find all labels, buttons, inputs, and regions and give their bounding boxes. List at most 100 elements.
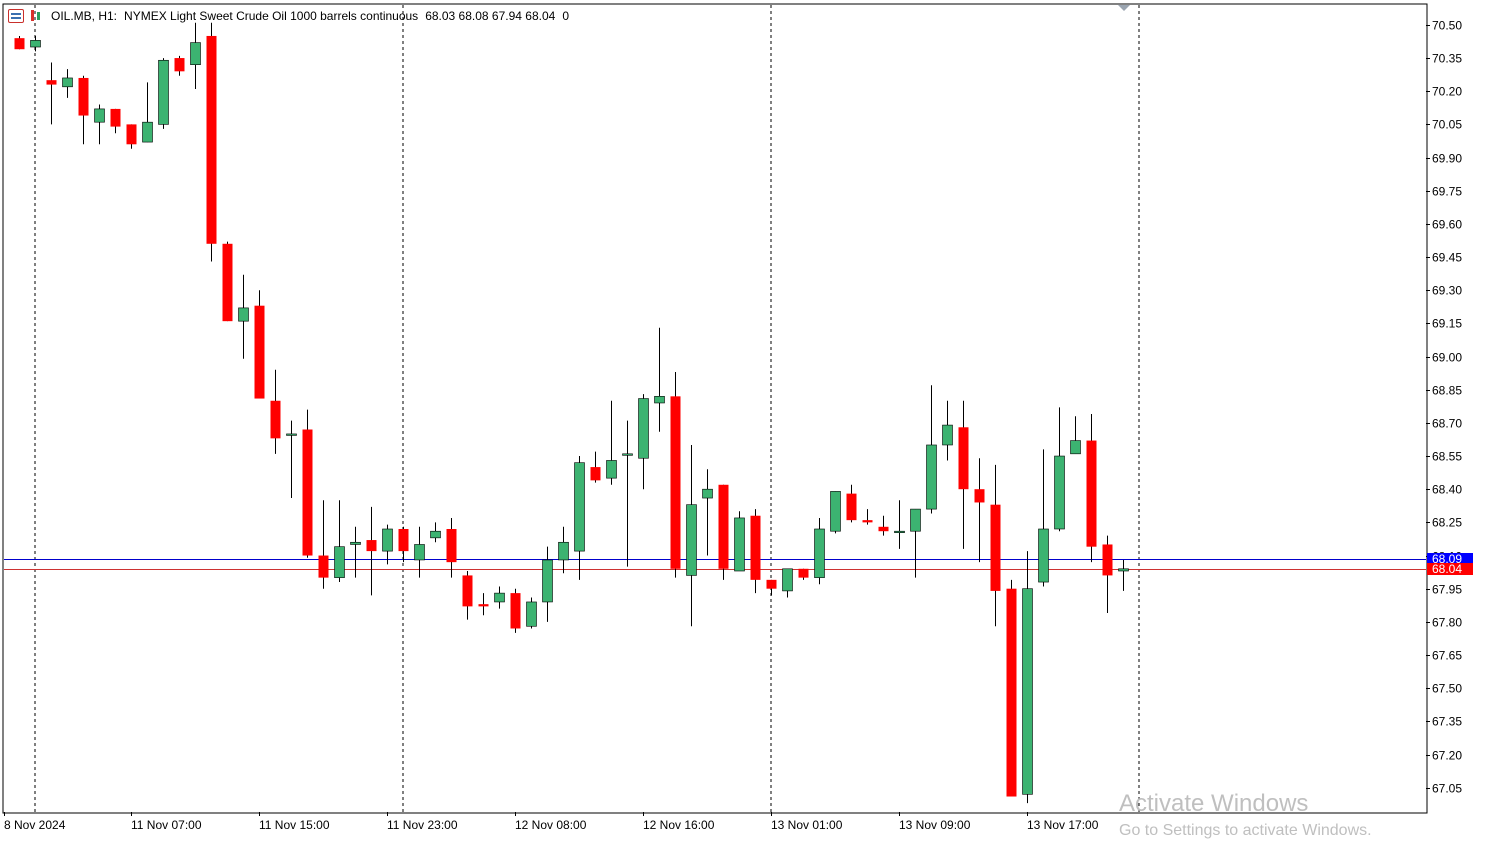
candle[interactable] xyxy=(542,546,553,622)
candle[interactable] xyxy=(974,458,985,563)
candle[interactable] xyxy=(846,484,857,523)
candle[interactable] xyxy=(1054,407,1065,532)
candle[interactable] xyxy=(478,593,489,616)
candle[interactable] xyxy=(1038,449,1049,587)
candle[interactable] xyxy=(734,511,745,572)
price-tag-label: 68.09 xyxy=(1432,552,1462,566)
ohlc-values: 68.03 68.08 67.94 68.04 xyxy=(425,9,556,23)
candle[interactable] xyxy=(558,526,569,574)
candle[interactable] xyxy=(606,400,617,485)
candle[interactable] xyxy=(670,372,681,578)
candle[interactable] xyxy=(622,420,633,567)
candle[interactable] xyxy=(718,484,729,580)
candle[interactable] xyxy=(414,526,425,578)
candle[interactable] xyxy=(1022,551,1033,804)
candle[interactable] xyxy=(158,58,169,129)
chart-window-icon[interactable] xyxy=(8,9,24,23)
candle[interactable] xyxy=(142,82,153,143)
candle[interactable] xyxy=(926,385,937,514)
candle[interactable] xyxy=(702,469,713,556)
candle-body xyxy=(1038,528,1049,583)
candle[interactable] xyxy=(286,420,297,499)
candle-body xyxy=(830,491,841,532)
candle[interactable] xyxy=(526,597,537,629)
candle[interactable] xyxy=(878,515,889,536)
candle-body xyxy=(766,579,777,589)
y-tick-label: 67.80 xyxy=(1432,616,1462,630)
candle[interactable] xyxy=(958,400,969,549)
candle[interactable] xyxy=(1070,416,1081,455)
candle[interactable] xyxy=(302,409,313,558)
candle[interactable] xyxy=(1086,414,1097,563)
candle[interactable] xyxy=(222,241,233,322)
candle[interactable] xyxy=(862,509,873,525)
candle[interactable] xyxy=(942,400,953,461)
candle-body xyxy=(510,593,521,629)
candle[interactable] xyxy=(382,524,393,565)
y-tick-label: 68.40 xyxy=(1432,483,1462,497)
candle[interactable] xyxy=(30,35,41,52)
candle[interactable] xyxy=(190,22,201,90)
candle-body xyxy=(526,601,537,627)
candle[interactable] xyxy=(1118,559,1129,591)
candle-body xyxy=(798,568,809,578)
candle-body xyxy=(718,484,729,569)
candle[interactable] xyxy=(254,290,265,399)
candles[interactable] xyxy=(14,22,1129,804)
candle[interactable] xyxy=(46,62,57,125)
candle[interactable] xyxy=(494,586,505,609)
candle[interactable] xyxy=(750,509,761,594)
candle[interactable] xyxy=(654,327,665,432)
candle-body xyxy=(670,396,681,569)
candle[interactable] xyxy=(1006,579,1017,797)
candle[interactable] xyxy=(686,444,697,627)
price-axis[interactable]: 70.50 70.35 70.20 70.05 69.90 69.75 69.60 69.45… xyxy=(1426,19,1462,796)
candle-body xyxy=(126,124,137,145)
y-tick-label: 69.00 xyxy=(1432,351,1462,365)
candle[interactable] xyxy=(270,369,281,454)
candle[interactable] xyxy=(910,508,921,578)
candle[interactable] xyxy=(206,22,217,262)
candle[interactable] xyxy=(590,451,601,483)
candle[interactable] xyxy=(334,500,345,583)
candle[interactable] xyxy=(430,522,441,543)
candle[interactable] xyxy=(798,568,809,580)
scroll-marker-icon[interactable] xyxy=(1118,5,1130,11)
candle[interactable] xyxy=(318,500,329,589)
candle-body xyxy=(814,528,825,578)
candle-body xyxy=(462,575,473,607)
candle[interactable] xyxy=(398,526,409,563)
candle[interactable] xyxy=(766,579,777,596)
candle[interactable] xyxy=(238,274,249,359)
candle[interactable] xyxy=(446,517,457,578)
candle[interactable] xyxy=(894,500,905,549)
candle[interactable] xyxy=(1102,535,1113,614)
candle[interactable] xyxy=(174,55,185,76)
y-tick-label: 70.35 xyxy=(1432,52,1462,66)
candle[interactable] xyxy=(78,75,89,145)
candle[interactable] xyxy=(110,108,121,134)
candle[interactable] xyxy=(14,35,25,50)
candlestick-icon[interactable] xyxy=(28,9,44,23)
time-axis[interactable]: 8 Nov 2024 11 Nov 07:00 11 Nov 15:00 11 Nov… xyxy=(4,812,1099,832)
candle[interactable] xyxy=(990,464,1001,627)
candle[interactable] xyxy=(510,588,521,633)
candle[interactable] xyxy=(366,506,377,596)
candle[interactable] xyxy=(830,491,841,534)
candle[interactable] xyxy=(462,571,473,620)
candle-body xyxy=(574,462,585,552)
y-tick-label: 69.75 xyxy=(1432,185,1462,199)
candle[interactable] xyxy=(94,104,105,145)
candle[interactable] xyxy=(126,124,137,149)
candle-body xyxy=(606,460,617,479)
y-tick-label: 69.45 xyxy=(1432,251,1462,265)
candle[interactable] xyxy=(350,526,361,578)
candle[interactable] xyxy=(574,456,585,580)
candle[interactable] xyxy=(814,517,825,585)
candle[interactable] xyxy=(62,69,73,98)
candle[interactable] xyxy=(638,394,649,490)
candle[interactable] xyxy=(782,568,793,598)
